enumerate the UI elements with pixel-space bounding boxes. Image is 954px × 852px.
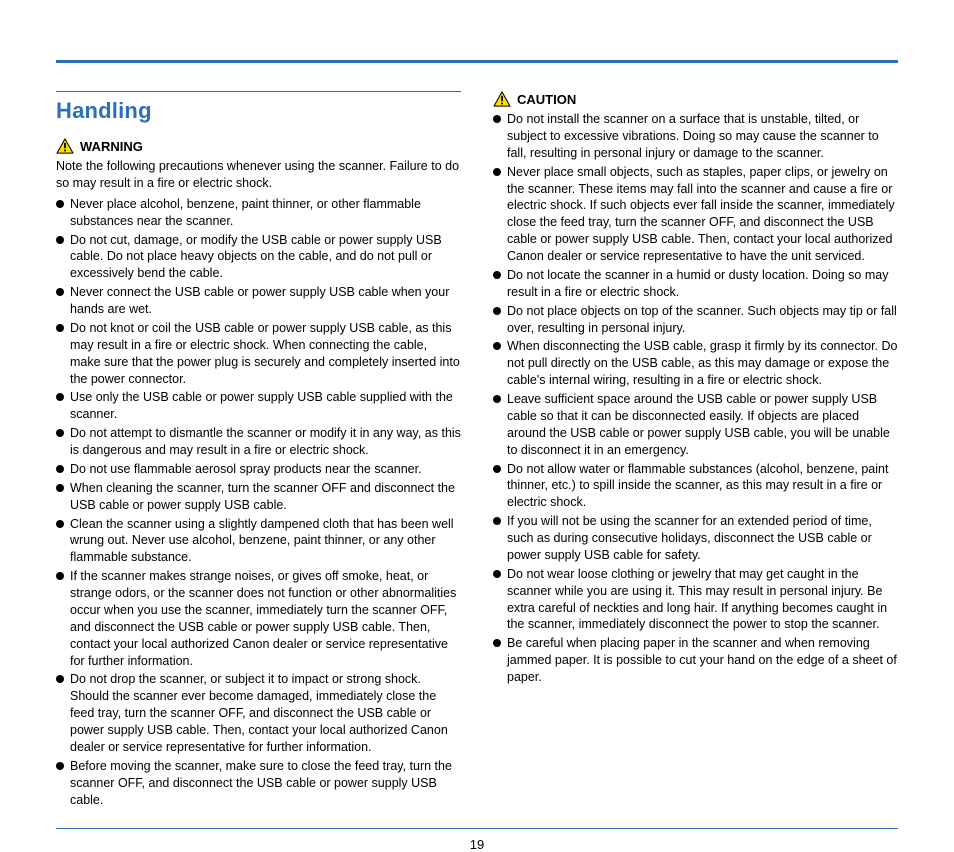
- list-item: Do not knot or coil the USB cable or pow…: [56, 320, 461, 388]
- caution-icon: [493, 91, 511, 107]
- list-item: Do not install the scanner on a surface …: [493, 111, 898, 162]
- list-item: Do not cut, damage, or modify the USB ca…: [56, 232, 461, 283]
- document-page: Handling WARNING Note the following prec…: [0, 0, 954, 818]
- left-column: Handling WARNING Note the following prec…: [56, 91, 461, 810]
- warning-label: WARNING: [80, 139, 143, 154]
- caution-label: CAUTION: [517, 92, 576, 107]
- list-item: If the scanner makes strange noises, or …: [56, 568, 461, 669]
- list-item: Do not wear loose clothing or jewelry th…: [493, 566, 898, 634]
- list-item: Do not use flammable aerosol spray produ…: [56, 461, 461, 478]
- section-title: Handling: [56, 98, 461, 124]
- warning-icon: [56, 138, 74, 154]
- list-item: When cleaning the scanner, turn the scan…: [56, 480, 461, 514]
- list-item: Never connect the USB cable or power sup…: [56, 284, 461, 318]
- page-number: 19: [56, 837, 898, 852]
- list-item: Use only the USB cable or power supply U…: [56, 389, 461, 423]
- list-item: Do not drop the scanner, or subject it t…: [56, 671, 461, 755]
- list-item: Do not place objects on top of the scann…: [493, 303, 898, 337]
- list-item: Never place alcohol, benzene, paint thin…: [56, 196, 461, 230]
- top-rule: [56, 60, 898, 63]
- section-rule: [56, 91, 461, 92]
- two-column-layout: Handling WARNING Note the following prec…: [56, 91, 898, 810]
- warning-list: Never place alcohol, benzene, paint thin…: [56, 196, 461, 809]
- list-item: Do not locate the scanner in a humid or …: [493, 267, 898, 301]
- list-item: Do not allow water or flammable substanc…: [493, 461, 898, 512]
- bottom-rule: [56, 828, 898, 829]
- list-item: If you will not be using the scanner for…: [493, 513, 898, 564]
- caution-list: Do not install the scanner on a surface …: [493, 111, 898, 686]
- list-item: Do not attempt to dismantle the scanner …: [56, 425, 461, 459]
- list-item: Be careful when placing paper in the sca…: [493, 635, 898, 686]
- warning-heading: WARNING: [56, 138, 461, 154]
- warning-intro-text: Note the following precautions whenever …: [56, 158, 461, 192]
- list-item: Never place small objects, such as stapl…: [493, 164, 898, 265]
- caution-heading: CAUTION: [493, 91, 898, 107]
- list-item: When disconnecting the USB cable, grasp …: [493, 338, 898, 389]
- list-item: Clean the scanner using a slightly dampe…: [56, 516, 461, 567]
- list-item: Before moving the scanner, make sure to …: [56, 758, 461, 809]
- list-item: Leave sufficient space around the USB ca…: [493, 391, 898, 459]
- right-column: CAUTION Do not install the scanner on a …: [493, 91, 898, 810]
